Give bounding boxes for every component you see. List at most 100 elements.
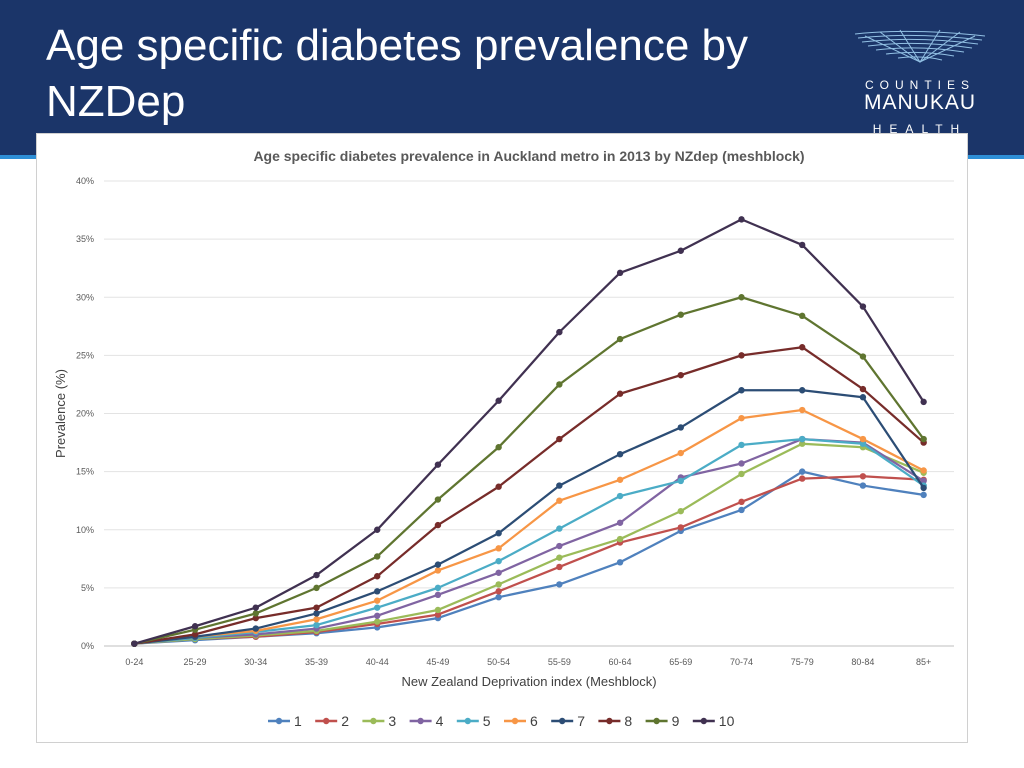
- data-point-series-5: [616, 492, 624, 500]
- legend-marker-6: [511, 717, 519, 725]
- data-point-series-3: [616, 535, 624, 543]
- legend-marker-7: [559, 717, 566, 725]
- legend-marker-8: [606, 717, 613, 725]
- legend-marker-4: [417, 717, 424, 725]
- logo-text-manukau: MANUKAU: [863, 91, 976, 114]
- data-point-series-6: [556, 497, 563, 504]
- x-tick-label: 75-79: [791, 657, 814, 667]
- data-point-series-4: [920, 477, 927, 485]
- data-point-series-8: [556, 435, 563, 443]
- legend-label-10: 10: [719, 713, 735, 729]
- data-point-series-10: [434, 461, 442, 468]
- data-point-series-5: [677, 477, 684, 485]
- data-point-series-3: [495, 581, 502, 588]
- legend-marker-9: [653, 717, 660, 725]
- data-point-series-9: [495, 444, 502, 451]
- data-point-series-7: [677, 424, 684, 431]
- slide-title-line2: NZDep: [46, 77, 186, 126]
- data-point-series-9: [434, 496, 442, 503]
- data-point-series-7: [495, 530, 502, 537]
- legend-label-5: 5: [483, 713, 491, 729]
- x-tick-label: 55-59: [548, 657, 571, 667]
- series-line-3: [134, 442, 925, 645]
- series-line-4: [134, 437, 925, 645]
- data-point-series-5: [434, 584, 442, 592]
- series-line-5: [134, 437, 925, 645]
- data-point-series-1: [616, 559, 624, 566]
- y-tick-label: 5%: [81, 583, 94, 593]
- y-tick-label: 20%: [76, 409, 94, 419]
- data-point-series-4: [495, 569, 502, 576]
- data-point-series-10: [677, 247, 684, 254]
- data-point-series-10: [313, 571, 320, 579]
- data-point-series-2: [677, 524, 684, 531]
- data-point-series-4: [616, 519, 624, 526]
- counties-manukau-logo: COUNTIES MANUKAU HEALTH: [850, 26, 990, 138]
- data-point-series-7: [556, 482, 563, 489]
- data-point-series-6: [920, 467, 927, 474]
- data-point-series-10: [252, 604, 259, 611]
- data-point-series-3: [556, 554, 563, 561]
- x-tick-label: 85+: [916, 657, 931, 667]
- data-point-series-7: [374, 588, 381, 595]
- legend-label-8: 8: [624, 713, 632, 729]
- y-axis-title: Prevalence (%): [53, 369, 68, 458]
- chart-title: Age specific diabetes prevalence in Auck…: [253, 148, 804, 164]
- data-point-series-8: [434, 521, 442, 529]
- data-point-series-1: [859, 482, 867, 489]
- logo-text-health: HEALTH: [872, 122, 968, 136]
- data-point-series-10: [191, 623, 199, 630]
- x-tick-label: 0-24: [125, 657, 143, 667]
- data-point-series-10: [859, 303, 867, 310]
- legend-marker-10: [700, 717, 707, 725]
- x-tick-label: 65-69: [669, 657, 692, 667]
- data-point-series-5: [495, 557, 502, 565]
- x-tick-label: 40-44: [366, 657, 389, 667]
- data-point-series-6: [313, 616, 320, 623]
- y-tick-label: 40%: [76, 176, 94, 186]
- data-point-series-9: [920, 435, 927, 443]
- legend-marker-2: [323, 717, 330, 725]
- data-point-series-8: [859, 385, 867, 393]
- legend-label-6: 6: [530, 713, 538, 729]
- diabetes-prevalence-line-chart: Age specific diabetes prevalence in Auck…: [53, 148, 954, 729]
- data-point-series-3: [799, 440, 806, 447]
- data-point-series-2: [556, 563, 563, 571]
- series-line-8: [134, 346, 925, 645]
- data-point-series-8: [252, 614, 259, 622]
- x-tick-label: 45-49: [426, 657, 449, 667]
- data-point-series-6: [616, 476, 624, 483]
- data-point-series-10: [495, 397, 502, 404]
- x-tick-label: 35-39: [305, 657, 328, 667]
- y-tick-label: 0%: [81, 641, 94, 651]
- data-point-series-9: [859, 353, 867, 360]
- legend-marker-3: [370, 717, 377, 725]
- logo-mesh-icon: [854, 29, 986, 63]
- data-point-series-8: [374, 573, 381, 580]
- y-tick-label: 30%: [76, 292, 94, 302]
- x-axis-title: New Zealand Deprivation index (Meshblock…: [401, 674, 656, 689]
- data-point-series-6: [738, 414, 745, 422]
- x-tick-label: 70-74: [730, 657, 753, 667]
- data-point-series-3: [677, 507, 684, 515]
- data-point-series-3: [374, 618, 381, 625]
- series-line-7: [134, 389, 925, 645]
- data-point-series-10: [738, 216, 745, 223]
- data-point-series-7: [434, 561, 442, 568]
- legend-marker-5: [464, 717, 471, 725]
- data-point-series-7: [313, 610, 320, 617]
- data-point-series-4: [434, 591, 442, 599]
- data-point-series-7: [859, 394, 867, 401]
- data-point-series-10: [131, 640, 138, 647]
- data-point-series-7: [920, 484, 927, 492]
- data-point-series-7: [738, 387, 745, 394]
- data-point-series-5: [859, 440, 867, 447]
- data-point-series-5: [374, 604, 381, 611]
- data-point-series-7: [616, 450, 624, 458]
- data-point-series-8: [799, 344, 806, 351]
- data-point-series-9: [252, 610, 259, 617]
- data-point-series-1: [738, 506, 745, 514]
- series-line-6: [134, 408, 925, 645]
- data-point-series-4: [374, 612, 381, 619]
- logo-text-counties: COUNTIES: [864, 78, 975, 92]
